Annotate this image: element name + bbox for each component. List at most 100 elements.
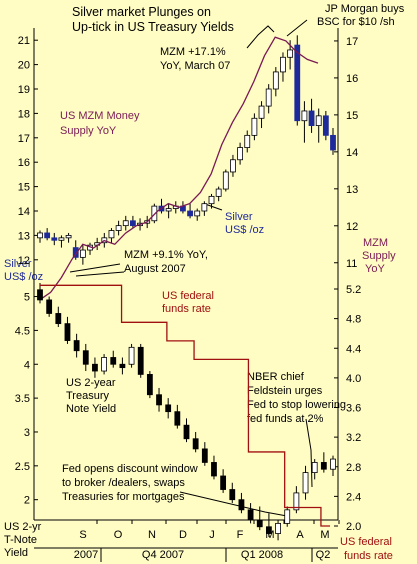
silver-candle [244,134,251,148]
chart-layer: 12 13 14 15 16 17 18 19 20 21 11 12 13 14 15 16 17 2 2.5 3 3… [15,28,361,562]
treasury-label-line-2: Treasury [66,390,109,402]
fed-funds-axis-label-line-2: funds rate [344,550,393,562]
right-tick-label: 2.4 [346,491,361,503]
right-tick-label: 15 [346,110,358,122]
discount-window-pointer [179,491,288,517]
treasury-candle [128,346,135,365]
left-tick-label: 13 [18,230,30,242]
treasury-candle [101,357,107,372]
silver-candle [51,237,58,241]
month-label: S [79,529,86,541]
mzm-supply-label-line-2: Supply YoY [60,125,117,137]
treasury-candle [192,438,199,450]
treasury-candle [46,299,53,314]
period-label: Q4 2007 [142,549,184,561]
right-tick-label: 4.0 [346,373,361,385]
mzm-axis-label-line-2: Supply [362,250,396,262]
month-label: J [209,529,215,541]
period-label: Q2 [316,549,331,561]
mzm-low-pointer-2 [75,271,125,277]
month-label: M [320,529,329,541]
annotation-pointers [69,19,313,517]
silver-candle [151,205,158,222]
silver-candle [272,71,279,90]
fed-funds-annotation-line-1: US federal [162,290,214,302]
mzm-peak-pointer [246,25,275,49]
treasury-label-line-3: Note Yield [66,403,116,415]
treasury-candle [266,526,272,534]
treasury-candle [238,499,245,511]
treasury-candle [247,509,254,521]
right-tick-label: 11 [346,258,357,270]
silver-candle [122,220,129,227]
right-tick-label: 2.8 [346,462,361,474]
silver-candle [308,110,315,126]
right-tick-label: 16 [346,73,358,85]
treasury-candle [311,462,318,474]
nber-pointer [305,418,313,488]
nber-annotation-line-4: fed funds at 2% [247,413,324,425]
right-tick-label: 13 [346,184,358,196]
silver-candle [201,203,208,212]
right-tick-label: 17 [346,36,358,48]
silver-candle [44,232,51,239]
treasury-candle [302,472,309,494]
silver-candle [215,188,222,197]
mzm-axis-label-line-1: MZM [363,237,388,249]
silver-candle [294,44,301,122]
left-tick-label: 12 [18,255,30,267]
treasury-label-line-1: US 2-year [66,377,116,389]
treasury-candle [37,289,43,301]
right-tick-label: 5.2 [346,284,361,296]
silver-candle [58,237,65,241]
right-tick-label: 4.8 [346,314,361,326]
silver-axis-label-line-2: US$ /oz [4,271,43,283]
mzm-low-annotation-line-2: August 2007 [124,263,186,275]
left-tick-label: 5 [24,292,30,304]
jp-morgan-annotation-line-2: BSC for $10 /sh [317,16,395,28]
treasury-candle [55,313,62,325]
chart-title-line-2: Up-tick in US Treasury Yields [72,20,234,34]
month-label: M [265,529,274,541]
mzm-low-pointer [69,263,121,273]
treasury-candle [73,340,80,352]
chart-title-line-1: Silver market Plunges on [72,5,211,19]
month-label: N [148,529,156,541]
treasury-candle [64,323,71,341]
month-label: O [114,529,123,541]
silver-series-label-line-1: Silver [225,211,253,223]
right-tick-label: 3.6 [346,403,361,415]
month-label: D [179,529,187,541]
silver-candle [322,115,329,136]
mzm-peak-annotation-line-1: MZM +17.1% [160,46,226,58]
silver-candle [108,230,115,239]
nber-annotation-line-2: Feldstein urges [247,385,323,397]
jp-morgan-annotation-line-1: JP Morgan buys [325,3,405,15]
us2yr-axis-label-line-1: US 2-yr [4,521,42,533]
treasury-candle [174,411,181,426]
nber-annotation-line-3: Fed to stop lowering [247,399,346,411]
left-tick-label: 4.5 [15,325,30,337]
period-label: Q1 2008 [241,549,283,561]
treasury-candle [220,475,227,490]
treasury-candle [146,374,153,396]
silver-candle [251,117,258,136]
left-tick-label: 18 [18,108,30,120]
mzm-yoy-line [39,36,319,301]
treasury-candle [92,363,98,372]
left-tick-label: 15 [18,182,30,194]
silver-candle [230,159,236,173]
treasury-candle [165,404,172,413]
left-tick-label: 19 [18,84,30,96]
month-label: F [237,529,244,541]
silver-label-pointer [204,203,223,211]
silver-candle [65,234,72,239]
treasury-candle [183,424,190,440]
period-label: 2007 [74,549,98,561]
left-tick-label: 3.5 [15,393,30,405]
right-tick-label: 4.4 [346,343,361,355]
treasury-candle [82,350,89,365]
silver-candle [165,208,172,212]
silver-candle [280,56,286,73]
